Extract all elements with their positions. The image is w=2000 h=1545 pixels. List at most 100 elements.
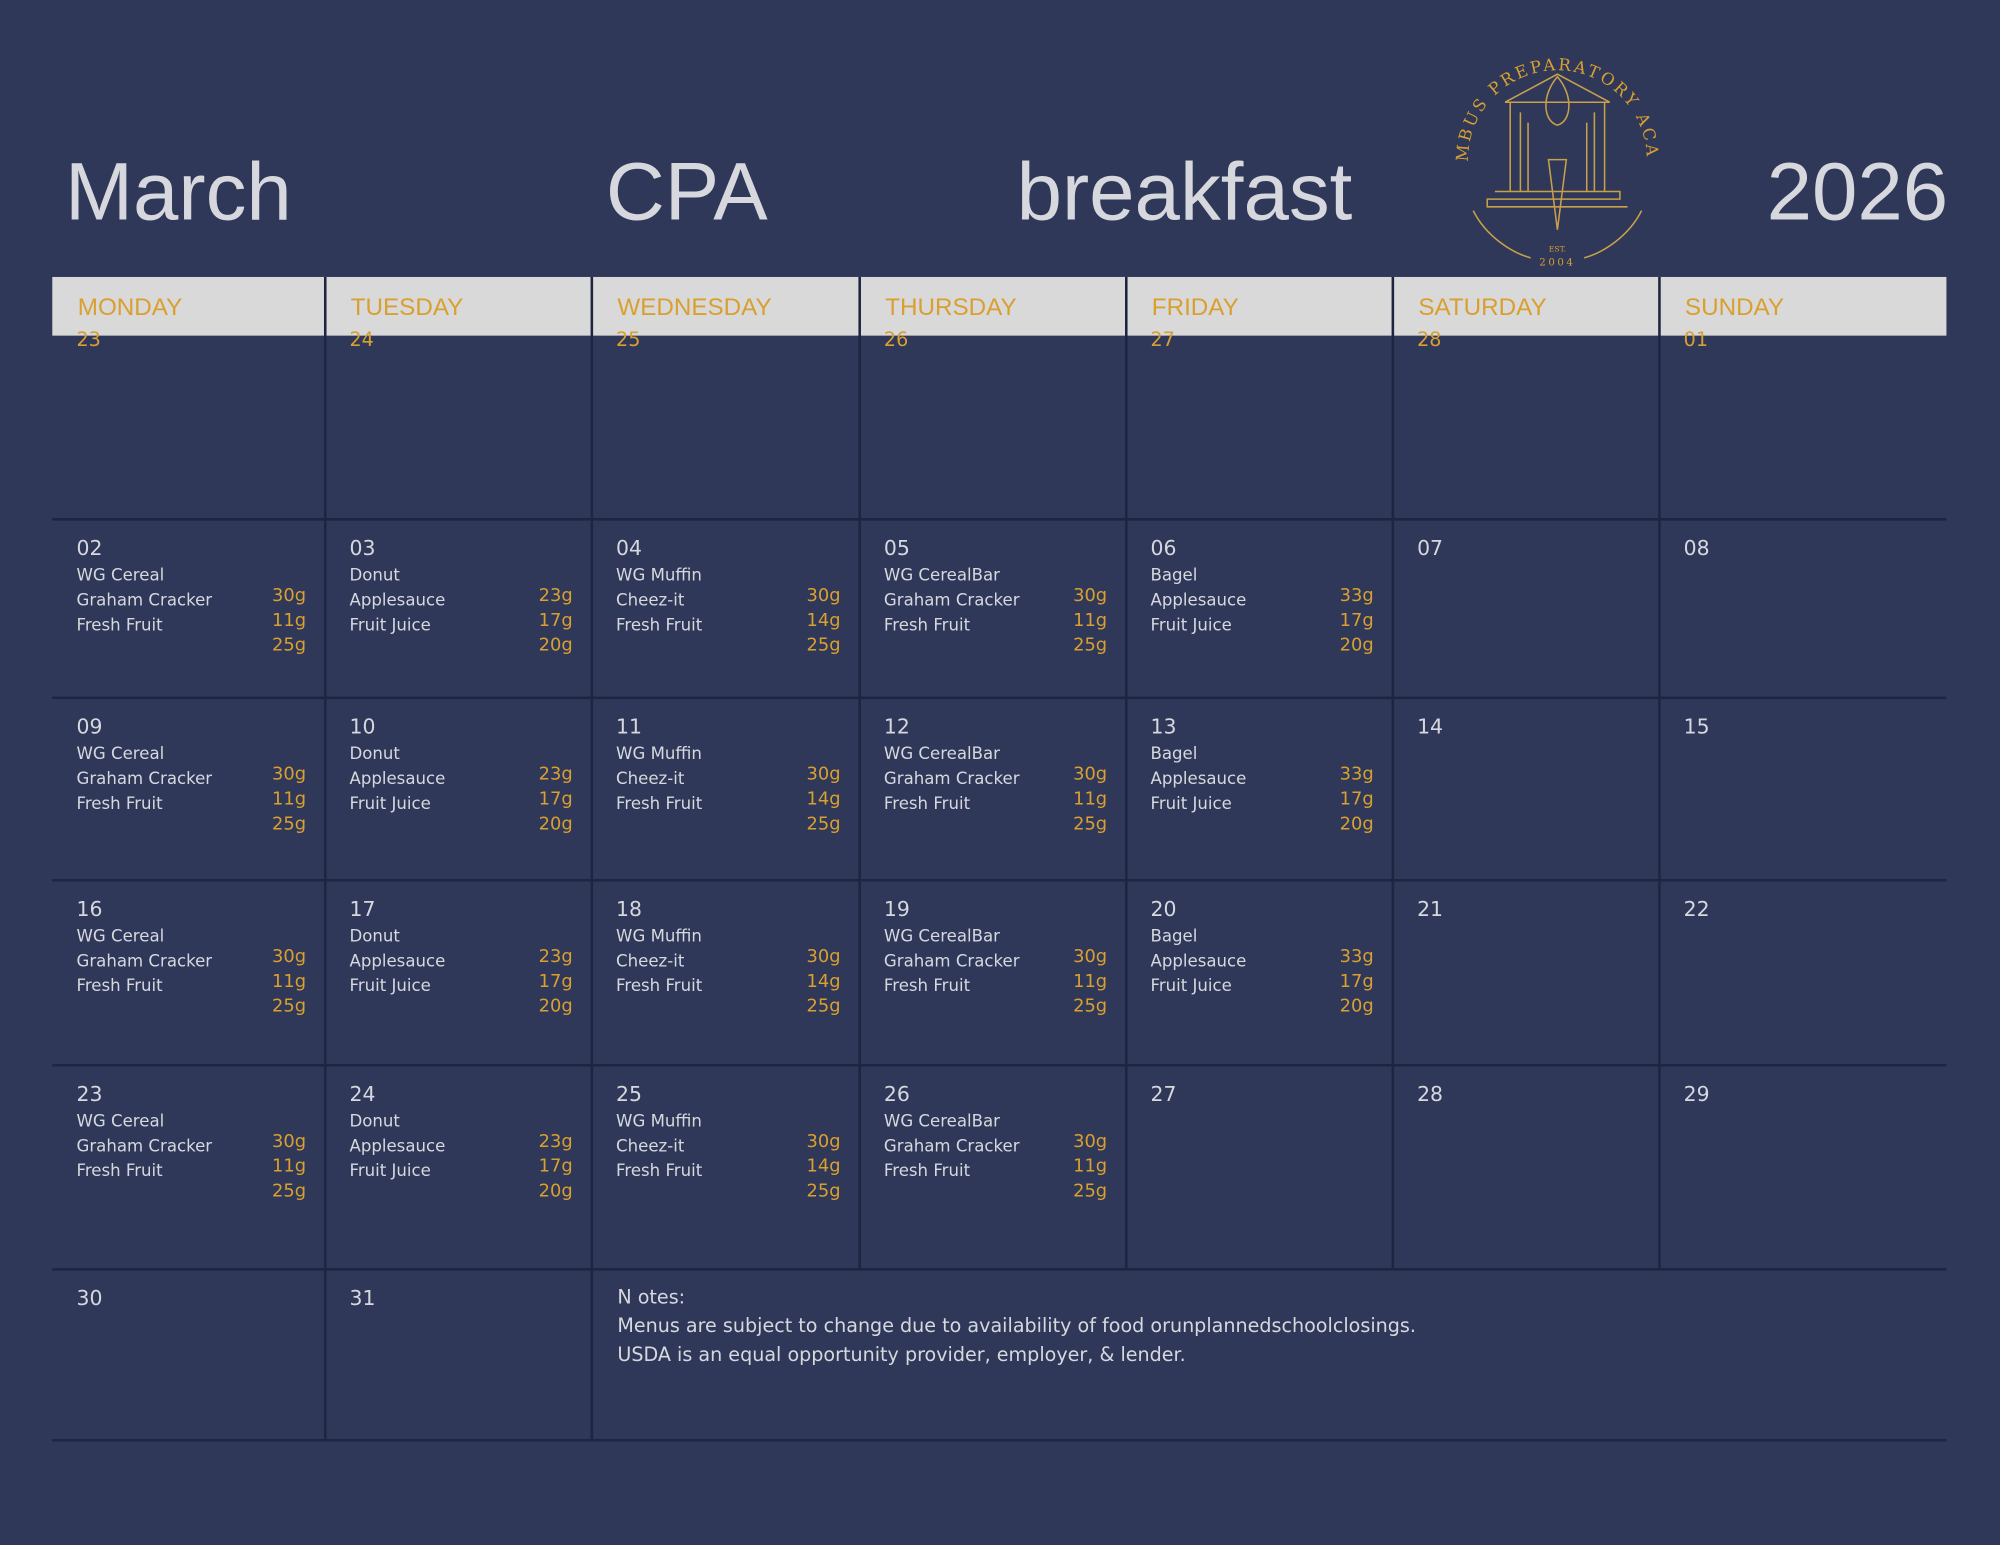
- amount: 25g: [1073, 996, 1107, 1017]
- amount: 30g: [807, 764, 841, 785]
- amount: 14g: [807, 1156, 841, 1177]
- menu-item: Fruit Juice: [349, 615, 430, 634]
- date: 30: [77, 1286, 103, 1310]
- meal: breakfast: [1017, 147, 1353, 238]
- date: 22: [1684, 897, 1710, 921]
- date: 27: [1151, 328, 1175, 351]
- amount: 17g: [539, 1156, 573, 1177]
- menu-item: Cheez-it: [616, 590, 685, 609]
- menu-item: Applesauce: [349, 590, 445, 609]
- amount: 14g: [807, 610, 841, 631]
- date: 09: [77, 715, 103, 739]
- date: 24: [349, 1082, 375, 1106]
- amount: 20g: [1340, 635, 1374, 656]
- menu-item: WG Muffin: [616, 1111, 702, 1130]
- amount: 20g: [539, 635, 573, 656]
- date: 17: [349, 897, 375, 921]
- menu-item: Fresh Fruit: [884, 615, 971, 634]
- amount: 25g: [1073, 1181, 1107, 1202]
- menu-item: Fresh Fruit: [616, 615, 703, 634]
- amount: 11g: [272, 610, 306, 631]
- date: 25: [616, 1082, 642, 1106]
- menu-item: Cheez-it: [616, 769, 685, 788]
- date: 24: [349, 328, 373, 351]
- menu-item: Bagel: [1151, 927, 1198, 946]
- notes-line: USDA is an equal opportunity provider, e…: [617, 1343, 1185, 1366]
- amount: 30g: [1073, 764, 1107, 785]
- date: 15: [1684, 715, 1710, 739]
- date: 23: [77, 328, 101, 351]
- amount: 25g: [807, 996, 841, 1017]
- date: 20: [1151, 897, 1177, 921]
- date: 28: [1417, 328, 1441, 351]
- logo-est: EST.: [1549, 244, 1566, 253]
- date: 19: [884, 897, 910, 921]
- date: 11: [616, 715, 642, 739]
- menu-item: Bagel: [1151, 744, 1198, 763]
- menu-item: Donut: [349, 744, 400, 763]
- menu-item: Bagel: [1151, 566, 1198, 585]
- date: 29: [1684, 1082, 1710, 1106]
- date: 10: [349, 715, 375, 739]
- date: 26: [884, 1082, 910, 1106]
- notes-title: N otes:: [617, 1286, 685, 1309]
- menu-item: Fresh Fruit: [616, 1161, 703, 1180]
- date: 14: [1417, 715, 1443, 739]
- menu-item: Fresh Fruit: [884, 1161, 971, 1180]
- menu-item: Graham Cracker: [884, 951, 1020, 970]
- amount: 25g: [807, 1181, 841, 1202]
- menu-item: Fresh Fruit: [884, 794, 971, 813]
- day-name: SATURDAY: [1418, 294, 1546, 321]
- amount: 20g: [539, 1181, 573, 1202]
- menu-item: Fresh Fruit: [77, 976, 164, 995]
- menu-item: WG Cereal: [77, 927, 165, 946]
- amount: 14g: [807, 788, 841, 809]
- amount: 25g: [807, 813, 841, 834]
- grid: MONDAY TUESDAY WEDNESDAY THURSDAY FRIDAY SATU…: [52, 276, 1947, 1442]
- date: 13: [1151, 715, 1177, 739]
- amount: 17g: [1340, 971, 1374, 992]
- date: 18: [616, 897, 642, 921]
- menu-item: Donut: [349, 927, 400, 946]
- date: 21: [1417, 897, 1443, 921]
- menu-item: Graham Cracker: [77, 769, 213, 788]
- menu-item: Donut: [349, 1111, 400, 1130]
- menu-item: WG CerealBar: [884, 1111, 1000, 1130]
- menu-item: Fruit Juice: [349, 794, 430, 813]
- menu-item: Fruit Juice: [1151, 976, 1232, 995]
- menu-item: Fresh Fruit: [77, 794, 164, 813]
- menu-item: Applesauce: [349, 1136, 445, 1155]
- menu-item: Graham Cracker: [884, 769, 1020, 788]
- menu-item: Applesauce: [349, 769, 445, 788]
- amount: 11g: [272, 971, 306, 992]
- date: 25: [616, 328, 640, 351]
- date: 31: [349, 1286, 375, 1310]
- date: 04: [616, 536, 642, 560]
- amount: 30g: [1073, 585, 1107, 606]
- amount: 30g: [807, 1131, 841, 1152]
- amount: 30g: [807, 585, 841, 606]
- amount: 17g: [539, 971, 573, 992]
- amount: 30g: [1073, 946, 1107, 967]
- date: 02: [77, 536, 103, 560]
- notes-line: Menus are subject to change due to avail…: [617, 1314, 1416, 1337]
- amount: 33g: [1340, 946, 1374, 967]
- menu-item: Fresh Fruit: [616, 794, 703, 813]
- date: 23: [77, 1082, 103, 1106]
- header-bar: [52, 276, 1947, 336]
- year: 2026: [1767, 147, 1949, 238]
- menu-item: Cheez-it: [616, 951, 685, 970]
- menu-item: Fresh Fruit: [884, 976, 971, 995]
- amount: 11g: [272, 1156, 306, 1177]
- logo-year: 2004: [1539, 257, 1575, 268]
- menu-item: Fresh Fruit: [616, 976, 703, 995]
- date: 26: [884, 328, 908, 351]
- school: CPA: [606, 147, 768, 238]
- amount: 33g: [1340, 585, 1374, 606]
- menu-item: WG Cereal: [77, 744, 165, 763]
- amount: 23g: [539, 585, 573, 606]
- date: 07: [1417, 536, 1443, 560]
- amount: 11g: [1073, 971, 1107, 992]
